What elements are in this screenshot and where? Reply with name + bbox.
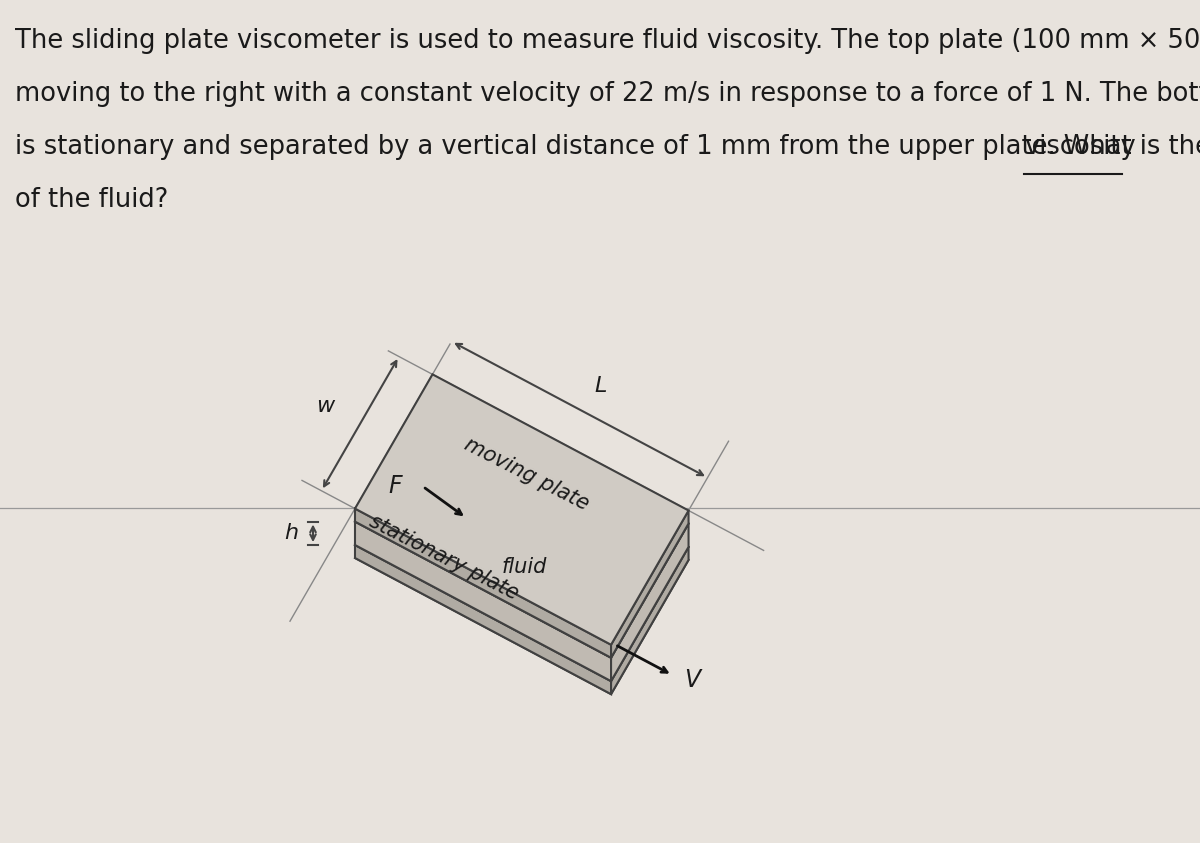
Polygon shape bbox=[355, 411, 689, 681]
Text: viscosity: viscosity bbox=[1024, 134, 1136, 160]
Text: L: L bbox=[594, 375, 607, 395]
Text: h: h bbox=[284, 524, 298, 543]
Text: moving to the right with a constant velocity of 22 m/s in response to a force of: moving to the right with a constant velo… bbox=[14, 81, 1200, 107]
Text: V: V bbox=[684, 668, 701, 692]
Text: w: w bbox=[316, 395, 335, 416]
Text: of the fluid?: of the fluid? bbox=[14, 187, 168, 213]
Text: The sliding plate viscometer is used to measure fluid viscosity. The top plate (: The sliding plate viscometer is used to … bbox=[14, 28, 1200, 54]
Polygon shape bbox=[355, 424, 689, 694]
Polygon shape bbox=[355, 545, 611, 694]
Polygon shape bbox=[611, 524, 689, 681]
Text: moving plate: moving plate bbox=[461, 435, 593, 515]
Polygon shape bbox=[611, 511, 689, 658]
Polygon shape bbox=[355, 508, 611, 658]
Polygon shape bbox=[355, 388, 689, 658]
Polygon shape bbox=[355, 522, 611, 681]
Polygon shape bbox=[355, 388, 689, 658]
Text: fluid: fluid bbox=[502, 557, 547, 577]
Text: is stationary and separated by a vertical distance of 1 mm from the upper plate.: is stationary and separated by a vertica… bbox=[14, 134, 1200, 160]
Polygon shape bbox=[355, 411, 689, 681]
Text: stationary plate: stationary plate bbox=[366, 511, 522, 604]
Polygon shape bbox=[611, 547, 689, 694]
Polygon shape bbox=[355, 374, 689, 645]
Text: F: F bbox=[388, 475, 402, 498]
